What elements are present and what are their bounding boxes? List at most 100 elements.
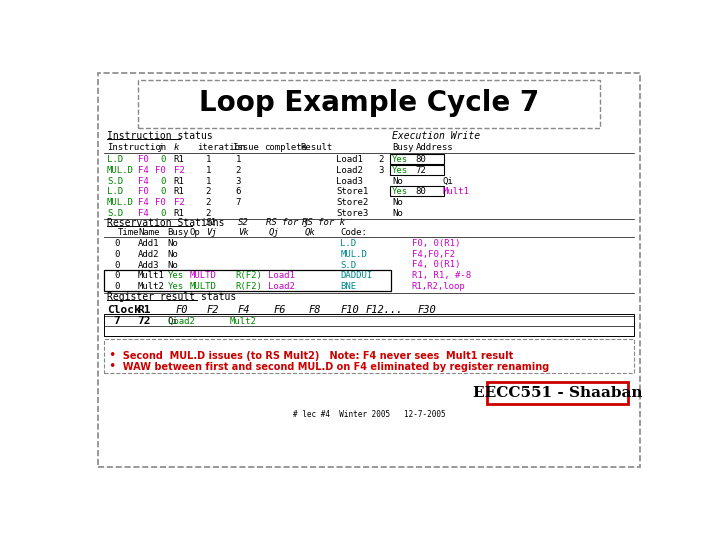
Text: RS for k: RS for k — [302, 218, 346, 227]
Text: 2: 2 — [205, 209, 211, 218]
Text: Code:: Code: — [341, 228, 367, 237]
Text: R1, R1, #-8: R1, R1, #-8 — [412, 271, 471, 280]
Text: complete: complete — [264, 143, 307, 152]
Bar — [390, 165, 444, 175]
Text: L.D: L.D — [341, 239, 356, 248]
Text: 1: 1 — [205, 177, 211, 186]
Text: EECC551 - Shaaban: EECC551 - Shaaban — [472, 386, 642, 400]
Text: F2: F2 — [174, 198, 184, 207]
Text: 0: 0 — [114, 249, 120, 259]
Text: F0: F0 — [138, 187, 149, 197]
Text: 0: 0 — [114, 260, 120, 269]
Text: R(F2): R(F2) — [235, 271, 263, 280]
Text: Qk: Qk — [305, 228, 315, 237]
Text: Qi: Qi — [168, 316, 179, 326]
Text: 1: 1 — [205, 166, 211, 175]
Text: No: No — [392, 177, 403, 186]
Text: F0: F0 — [175, 306, 188, 315]
Text: 7: 7 — [114, 316, 120, 326]
Text: Add1: Add1 — [138, 239, 160, 248]
Text: •: • — [109, 349, 116, 362]
Text: Load1: Load1 — [336, 155, 364, 164]
Text: Second  MUL.D issues (to RS Mult2)   Note: F4 never sees  Mult1 result: Second MUL.D issues (to RS Mult2) Note: … — [117, 351, 513, 361]
Text: Load2: Load2 — [269, 282, 295, 291]
Text: L.D: L.D — [107, 155, 123, 164]
Text: 0: 0 — [114, 282, 120, 291]
Bar — [104, 314, 634, 336]
Text: Mult2: Mult2 — [230, 316, 257, 326]
Text: Instruction: Instruction — [107, 143, 166, 152]
Bar — [390, 186, 444, 197]
Text: 72: 72 — [138, 316, 151, 326]
Text: 0: 0 — [161, 155, 166, 164]
Text: F2: F2 — [206, 306, 219, 315]
Text: DADDUI: DADDUI — [341, 271, 372, 280]
Text: Execution Write: Execution Write — [392, 131, 480, 141]
Text: F0: F0 — [156, 166, 166, 175]
Text: Loop Example Cycle 7: Loop Example Cycle 7 — [199, 89, 539, 117]
Text: Mult1: Mult1 — [443, 187, 469, 197]
Text: 2: 2 — [205, 187, 211, 197]
Text: Mult1: Mult1 — [138, 271, 165, 280]
Text: Load1: Load1 — [269, 271, 295, 280]
Text: Qi: Qi — [443, 177, 454, 186]
Text: 80: 80 — [415, 187, 426, 197]
Text: 0: 0 — [161, 177, 166, 186]
Text: j: j — [158, 143, 163, 152]
Text: F0: F0 — [138, 155, 149, 164]
Text: L.D: L.D — [107, 187, 123, 197]
Text: Op: Op — [189, 228, 200, 237]
Text: F8: F8 — [308, 306, 321, 315]
Text: F4: F4 — [138, 177, 149, 186]
Text: R1: R1 — [174, 187, 184, 197]
Text: F4: F4 — [138, 198, 149, 207]
Text: Register result status: Register result status — [107, 292, 236, 302]
Text: # lec #4  Winter 2005   12-7-2005: # lec #4 Winter 2005 12-7-2005 — [293, 410, 445, 419]
Text: Vj: Vj — [206, 228, 217, 237]
Text: F4, 0(R1): F4, 0(R1) — [412, 260, 460, 269]
Text: •: • — [109, 360, 116, 373]
Text: MUL.D: MUL.D — [341, 249, 367, 259]
Text: 1: 1 — [205, 155, 211, 164]
Text: Result: Result — [301, 143, 333, 152]
Text: F0: F0 — [156, 198, 166, 207]
Text: Store3: Store3 — [336, 209, 369, 218]
Text: Busy: Busy — [392, 143, 414, 152]
Text: 3: 3 — [378, 166, 384, 175]
Text: RS for j: RS for j — [266, 218, 309, 227]
Text: 80: 80 — [415, 155, 426, 164]
Text: 7: 7 — [235, 198, 241, 207]
Text: 3: 3 — [235, 177, 241, 186]
Text: Add2: Add2 — [138, 249, 160, 259]
Text: Yes: Yes — [168, 271, 184, 280]
Text: Time: Time — [118, 228, 140, 237]
Text: Load2: Load2 — [336, 166, 364, 175]
Text: Load3: Load3 — [336, 177, 364, 186]
Text: R1: R1 — [174, 155, 184, 164]
Text: F0, 0(R1): F0, 0(R1) — [412, 239, 460, 248]
Text: F4: F4 — [138, 166, 149, 175]
Text: 0: 0 — [161, 187, 166, 197]
Text: 2: 2 — [235, 166, 241, 175]
Text: 0: 0 — [161, 209, 166, 218]
Text: Vk: Vk — [238, 228, 249, 237]
Text: 2: 2 — [205, 198, 211, 207]
Text: S.D: S.D — [107, 177, 123, 186]
Bar — [138, 80, 600, 128]
Text: S.D: S.D — [341, 260, 356, 269]
Text: F4,F0,F2: F4,F0,F2 — [412, 249, 454, 259]
Text: R1: R1 — [138, 306, 151, 315]
Text: MULTD: MULTD — [189, 271, 216, 280]
Text: R(F2): R(F2) — [235, 282, 263, 291]
Text: Add3: Add3 — [138, 260, 160, 269]
Bar — [390, 154, 444, 164]
Text: Clock: Clock — [107, 306, 141, 315]
Text: F4: F4 — [138, 209, 149, 218]
Text: R1: R1 — [174, 177, 184, 186]
Text: S2: S2 — [238, 218, 249, 227]
Text: No: No — [168, 239, 179, 248]
Text: Qj: Qj — [269, 228, 279, 237]
Text: Busy: Busy — [168, 228, 189, 237]
Text: No: No — [168, 249, 179, 259]
Text: F12...: F12... — [366, 306, 403, 315]
